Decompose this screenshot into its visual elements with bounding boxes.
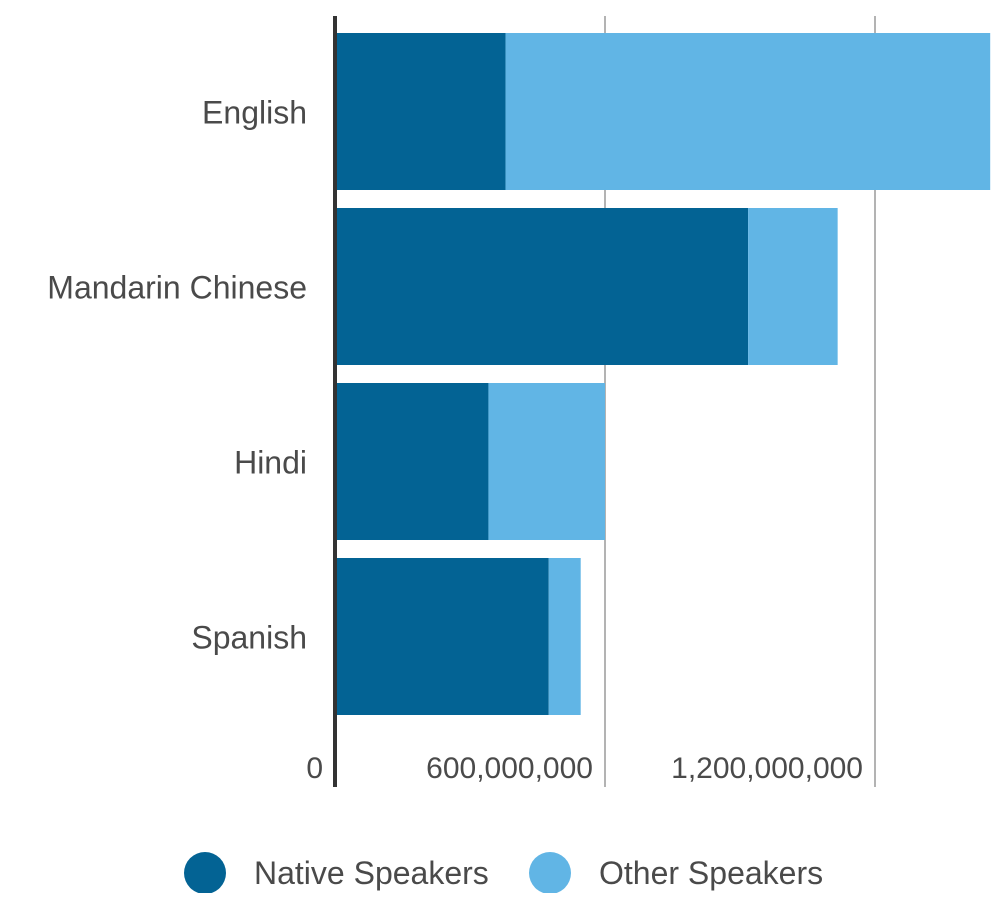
- bars: [335, 33, 991, 715]
- bar-spanish-other-speakers: [548, 558, 581, 715]
- category-label: Spanish: [191, 620, 307, 656]
- legend: Native Speakers Other Speakers: [184, 852, 823, 894]
- bar-hindi-native-speakers: [335, 383, 489, 540]
- legend-swatch-native-speakers: [184, 852, 226, 894]
- bar-mandarin-chinese-other-speakers: [748, 208, 838, 365]
- bar-spanish-native-speakers: [335, 558, 549, 715]
- bar-english-other-speakers: [505, 33, 991, 190]
- legend-swatch-other-speakers: [529, 852, 571, 894]
- x-tick-label: 1,200,000,000: [671, 752, 863, 785]
- x-tick-label: 0: [306, 752, 323, 785]
- category-label: Hindi: [234, 445, 307, 481]
- legend-label-other-speakers: Other Speakers: [599, 855, 823, 891]
- bar-english-native-speakers: [335, 33, 506, 190]
- legend-label-native-speakers: Native Speakers: [254, 855, 489, 891]
- category-label: Mandarin Chinese: [47, 270, 307, 306]
- tick-labels: 0 600,000,000 1,200,000,000: [306, 752, 863, 785]
- x-tick-label: 600,000,000: [426, 752, 593, 785]
- bar-mandarin-chinese-native-speakers: [335, 208, 749, 365]
- category-labels: English Mandarin Chinese Hindi Spanish: [47, 95, 307, 656]
- category-label: English: [202, 95, 307, 131]
- bar-hindi-other-speakers: [488, 383, 605, 540]
